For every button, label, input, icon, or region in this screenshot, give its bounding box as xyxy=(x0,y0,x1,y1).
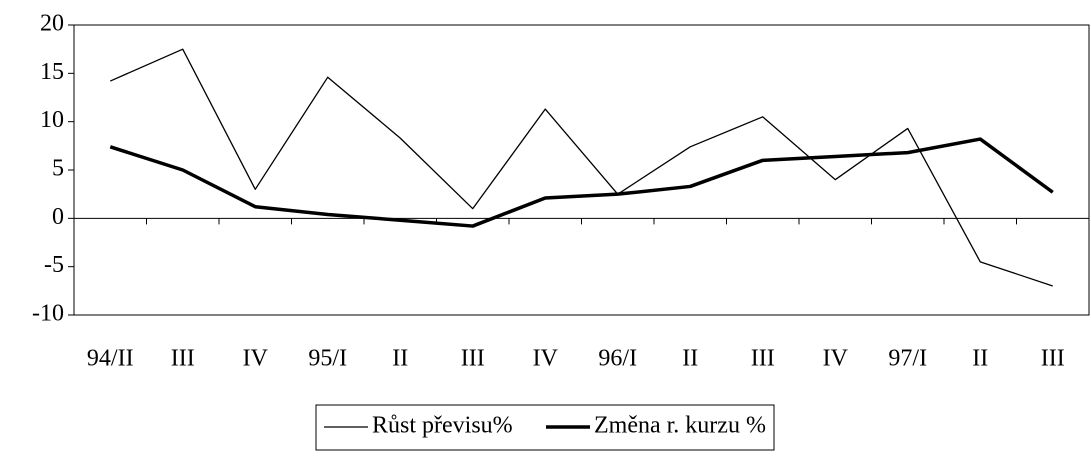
plot-frame xyxy=(73,24,1090,316)
series-line xyxy=(109,48,1053,287)
x-tick-label: 97/I xyxy=(888,346,927,372)
y-tick-label: 5 xyxy=(52,156,64,182)
x-tick-label: 96/I xyxy=(598,346,637,372)
y-tick-label: 0 xyxy=(52,204,64,230)
y-tick-label: 20 xyxy=(40,11,64,37)
y-tick-label: -5 xyxy=(44,252,64,278)
x-tick-label: II xyxy=(392,346,408,372)
x-tick-label: IV xyxy=(533,346,559,372)
x-tick-label: IV xyxy=(243,346,269,372)
x-tick-label: III xyxy=(1041,346,1065,372)
x-tick-label: 94/II xyxy=(87,346,134,372)
legend-label: Změna r. kurzu % xyxy=(594,413,766,439)
x-tick-label: III xyxy=(751,346,775,372)
y-tick-label: 10 xyxy=(40,107,64,133)
x-tick-label: II xyxy=(682,346,698,372)
y-tick-label: 15 xyxy=(40,59,64,85)
x-tick-label: IV xyxy=(823,346,849,372)
y-tick-label: -10 xyxy=(32,301,64,327)
legend-label: Růst převisu% xyxy=(372,413,513,439)
legend-box xyxy=(315,404,775,451)
x-tick-label: 95/I xyxy=(308,346,347,372)
x-tick-label: III xyxy=(461,346,485,372)
x-tick-label: III xyxy=(171,346,195,372)
series-line xyxy=(109,137,1054,228)
x-tick-label: II xyxy=(972,346,988,372)
